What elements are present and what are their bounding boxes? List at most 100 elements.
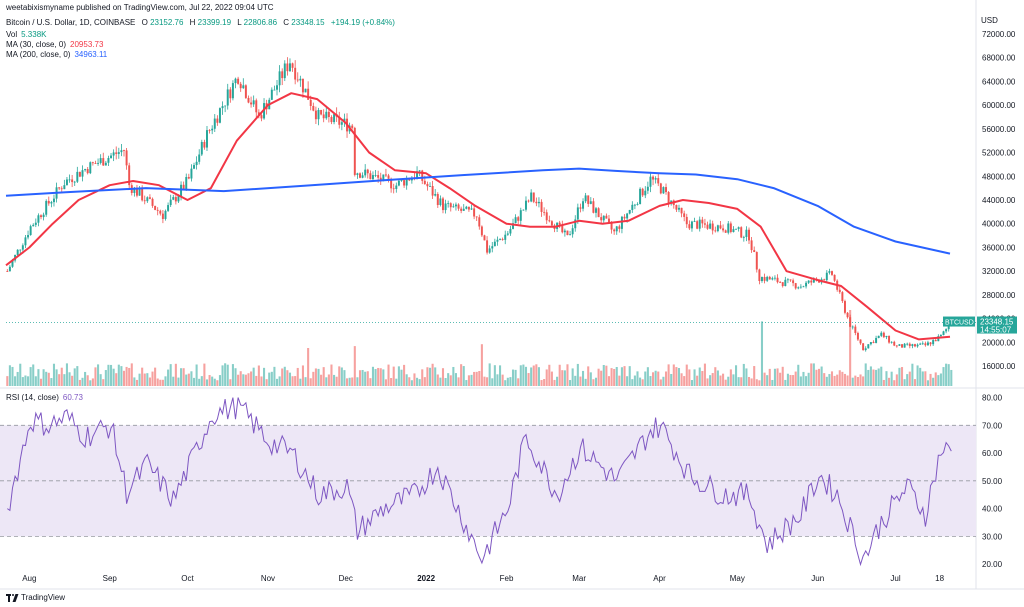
volume-bar (6, 376, 9, 386)
candle-body (71, 179, 74, 183)
candle-body (257, 112, 260, 116)
volume-bar (73, 368, 76, 386)
candle-body (252, 100, 255, 105)
ohlc-low: L 22806.86 (237, 18, 278, 27)
candle-body (454, 204, 457, 207)
volume-bar (530, 367, 533, 386)
candle-body (400, 180, 403, 181)
volume-bar (553, 379, 556, 386)
volume-bar (369, 378, 372, 386)
candle-body (600, 217, 603, 221)
candle-body (519, 210, 522, 221)
volume-bar (701, 371, 704, 386)
volume-bar (537, 367, 540, 386)
symbol-tag (943, 316, 975, 327)
volume-bar (45, 371, 48, 386)
candle-body (244, 85, 247, 98)
volume-bar (615, 367, 618, 386)
volume-bar (724, 379, 727, 386)
candle-body (709, 223, 712, 229)
candle-body (888, 335, 891, 343)
volume-bar (345, 378, 349, 386)
volume-bar (924, 371, 927, 386)
candle-body (945, 329, 948, 332)
candle-body (138, 188, 141, 196)
candle-body (434, 194, 437, 196)
candle-body (32, 224, 35, 227)
candle-body (442, 198, 444, 211)
candle-body (281, 71, 284, 79)
candle-body (291, 63, 294, 68)
volume-bar (226, 364, 229, 386)
candle-body (626, 213, 629, 219)
volume-bar (397, 366, 400, 386)
candle-body (91, 162, 94, 164)
volume-bar (333, 374, 336, 386)
candle-body (457, 204, 460, 209)
volume-bar (566, 364, 569, 386)
candle-body (208, 130, 211, 131)
candle-body (29, 226, 32, 236)
volume-bar (421, 369, 424, 386)
volume-bar (480, 344, 483, 386)
volume-bar (652, 372, 655, 386)
candle-body (662, 187, 665, 194)
volume-bar (543, 379, 546, 386)
candle-body (288, 63, 291, 72)
candle-body (589, 201, 592, 204)
volume-bar (47, 372, 50, 386)
volume-bar (527, 373, 530, 386)
volume-bar (706, 378, 709, 386)
candle-body (19, 249, 22, 251)
volume-bar (817, 368, 821, 386)
price-tag-countdown: 14:55:07 (980, 326, 1012, 335)
candle-body (569, 234, 572, 236)
candle-body (369, 173, 372, 180)
candle-body (340, 122, 343, 125)
candle-body (571, 228, 574, 235)
candle-body (659, 183, 662, 194)
volume-bar (371, 366, 375, 386)
price-tick-label: 40000.00 (982, 220, 1016, 229)
tradingview-logo-icon (6, 593, 19, 602)
candle-body (63, 185, 66, 190)
candle-body (58, 187, 61, 189)
candle-body (351, 125, 354, 128)
price-tick-label: 48000.00 (982, 172, 1016, 181)
volume-bar (413, 373, 416, 386)
candle-body (34, 222, 37, 225)
volume-bar (786, 373, 789, 386)
volume-bar (42, 369, 45, 386)
candle-body (527, 200, 530, 202)
volume-bar (146, 373, 149, 386)
volume-bar (416, 377, 419, 386)
candle-body (882, 332, 885, 338)
volume-bar (862, 376, 865, 386)
ohlc-high: H 23399.19 (189, 18, 232, 27)
candle-body (628, 209, 631, 214)
time-tick-label: Aug (22, 574, 36, 583)
candle-body (582, 201, 585, 209)
volume-bar (846, 375, 849, 386)
volume-bar (348, 377, 351, 386)
tradingview-brand[interactable]: TradingView (6, 593, 65, 602)
candle-body (382, 174, 385, 181)
candle-body (395, 185, 398, 189)
volume-bar (869, 366, 872, 386)
candle-body (890, 341, 893, 343)
candle-body (16, 249, 19, 255)
candle-body (449, 203, 452, 208)
volume-bar (843, 373, 847, 386)
candle-body (364, 169, 367, 176)
candle-body (742, 236, 745, 238)
volume-bar (576, 363, 579, 386)
candle-body (714, 230, 717, 232)
candle-body (537, 201, 540, 204)
published-line: weetabixismyname published on TradingVie… (6, 3, 278, 13)
candle-body (86, 169, 89, 174)
candle-body (493, 241, 496, 247)
candle-body (862, 343, 865, 351)
candle-body (639, 188, 642, 204)
volume-bar (885, 371, 888, 386)
volume-bar (581, 370, 585, 386)
